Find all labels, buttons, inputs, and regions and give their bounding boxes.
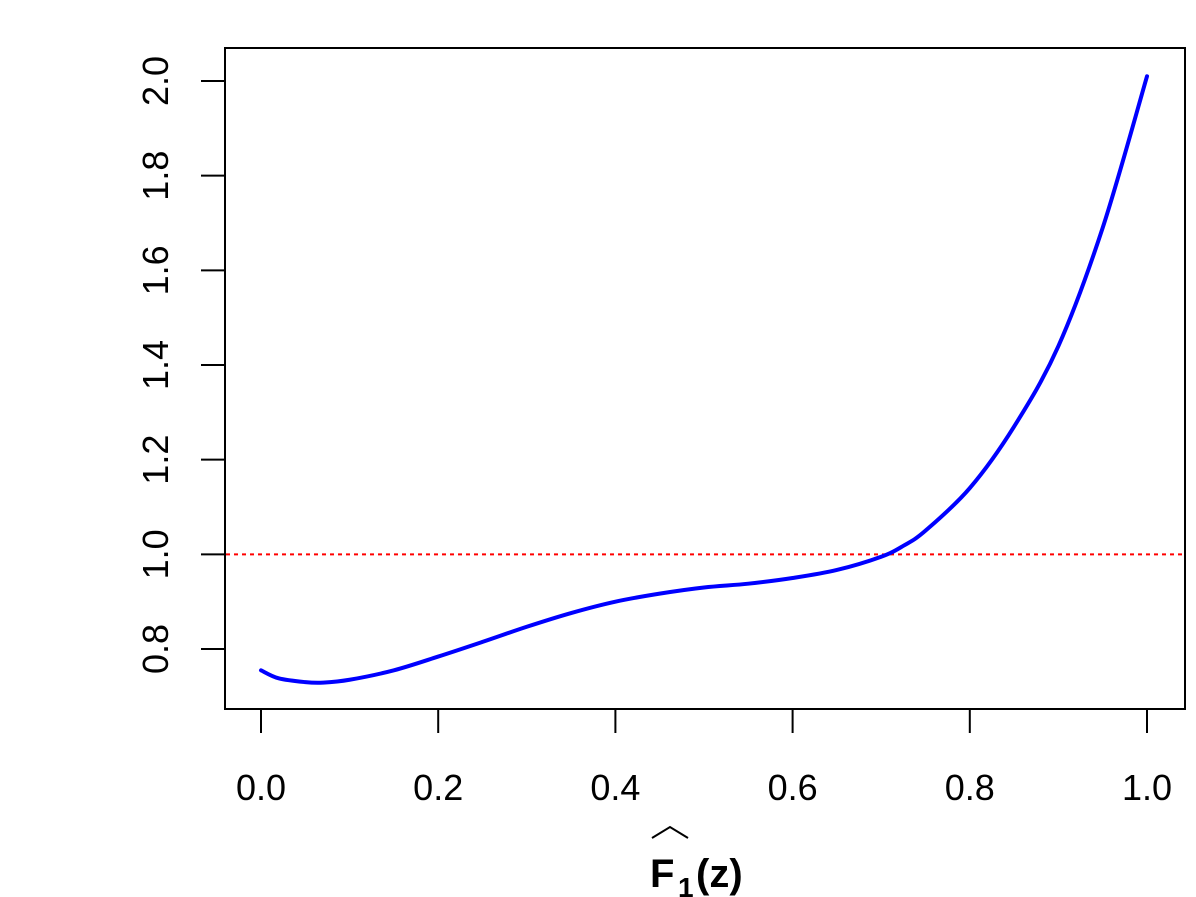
hat-icon <box>651 825 689 839</box>
y-tick-label: 0.8 <box>135 624 176 674</box>
y-tick-label: 1.8 <box>135 151 176 201</box>
x-tick-label: 0.0 <box>236 767 286 808</box>
x-axis-title-suffix: (z) <box>696 852 743 896</box>
x-tick-label: 1.0 <box>1122 767 1172 808</box>
y-tick-label: 1.0 <box>135 529 176 579</box>
x-axis-title-base: F <box>650 852 674 896</box>
series-line <box>259 74 1149 685</box>
x-axis-title: F 1 (z) <box>650 825 743 897</box>
x-tick-label: 0.8 <box>945 767 995 808</box>
x-tick-label: 0.4 <box>590 767 640 808</box>
y-tick-label: 1.4 <box>135 340 176 390</box>
x-tick-label: 0.2 <box>413 767 463 808</box>
y-tick-label: 2.0 <box>135 56 176 106</box>
y-tick-label: 1.6 <box>135 245 176 295</box>
x-axis: 0.0 0.2 0.4 0.6 0.8 1.0 <box>236 708 1172 808</box>
series-group <box>259 74 1149 685</box>
y-axis: 0.8 1.0 1.2 1.4 1.6 1.8 2.0 <box>135 56 226 674</box>
x-axis-title-subscript: 1 <box>678 872 694 897</box>
y-tick-label: 1.2 <box>135 435 176 485</box>
x-tick-label: 0.6 <box>768 767 818 808</box>
